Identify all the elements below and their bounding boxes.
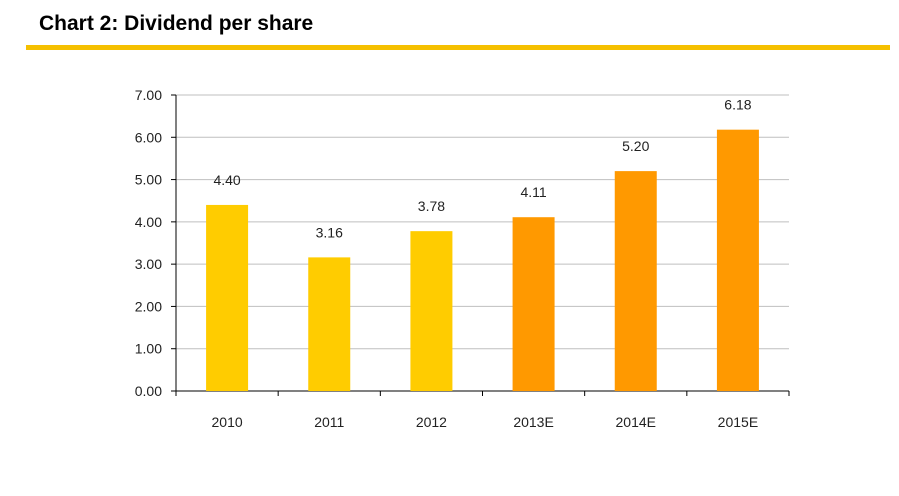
y-tick-label: 7.00 — [135, 87, 162, 103]
data-label: 3.78 — [418, 198, 445, 214]
data-label: 3.16 — [316, 224, 343, 240]
y-tick-label: 1.00 — [135, 341, 162, 357]
data-label: 6.18 — [724, 97, 751, 113]
y-tick-label: 6.00 — [135, 129, 162, 145]
x-tick-label: 2013E — [513, 414, 553, 430]
bar — [614, 171, 657, 391]
y-tick-label: 4.00 — [135, 214, 162, 230]
x-tick-label: 2010 — [212, 414, 243, 430]
data-label: 5.20 — [622, 138, 649, 154]
y-tick-label: 3.00 — [135, 256, 162, 272]
bar — [410, 231, 453, 391]
x-tick-label: 2014E — [616, 414, 656, 430]
title-underline — [26, 45, 890, 50]
y-tick-label: 2.00 — [135, 298, 162, 314]
x-tick-label: 2015E — [718, 414, 758, 430]
x-tick-label: 2011 — [314, 414, 344, 430]
x-tick-label: 2012 — [416, 414, 447, 430]
bar — [716, 129, 759, 391]
page-title: Chart 2: Dividend per share — [39, 12, 314, 35]
data-label: 4.40 — [213, 172, 240, 188]
bar — [512, 217, 555, 391]
y-tick-label: 0.00 — [135, 383, 162, 399]
y-tick-label: 5.00 — [135, 172, 162, 188]
bar — [206, 204, 249, 391]
data-label: 4.11 — [520, 184, 546, 200]
bar — [308, 257, 351, 391]
